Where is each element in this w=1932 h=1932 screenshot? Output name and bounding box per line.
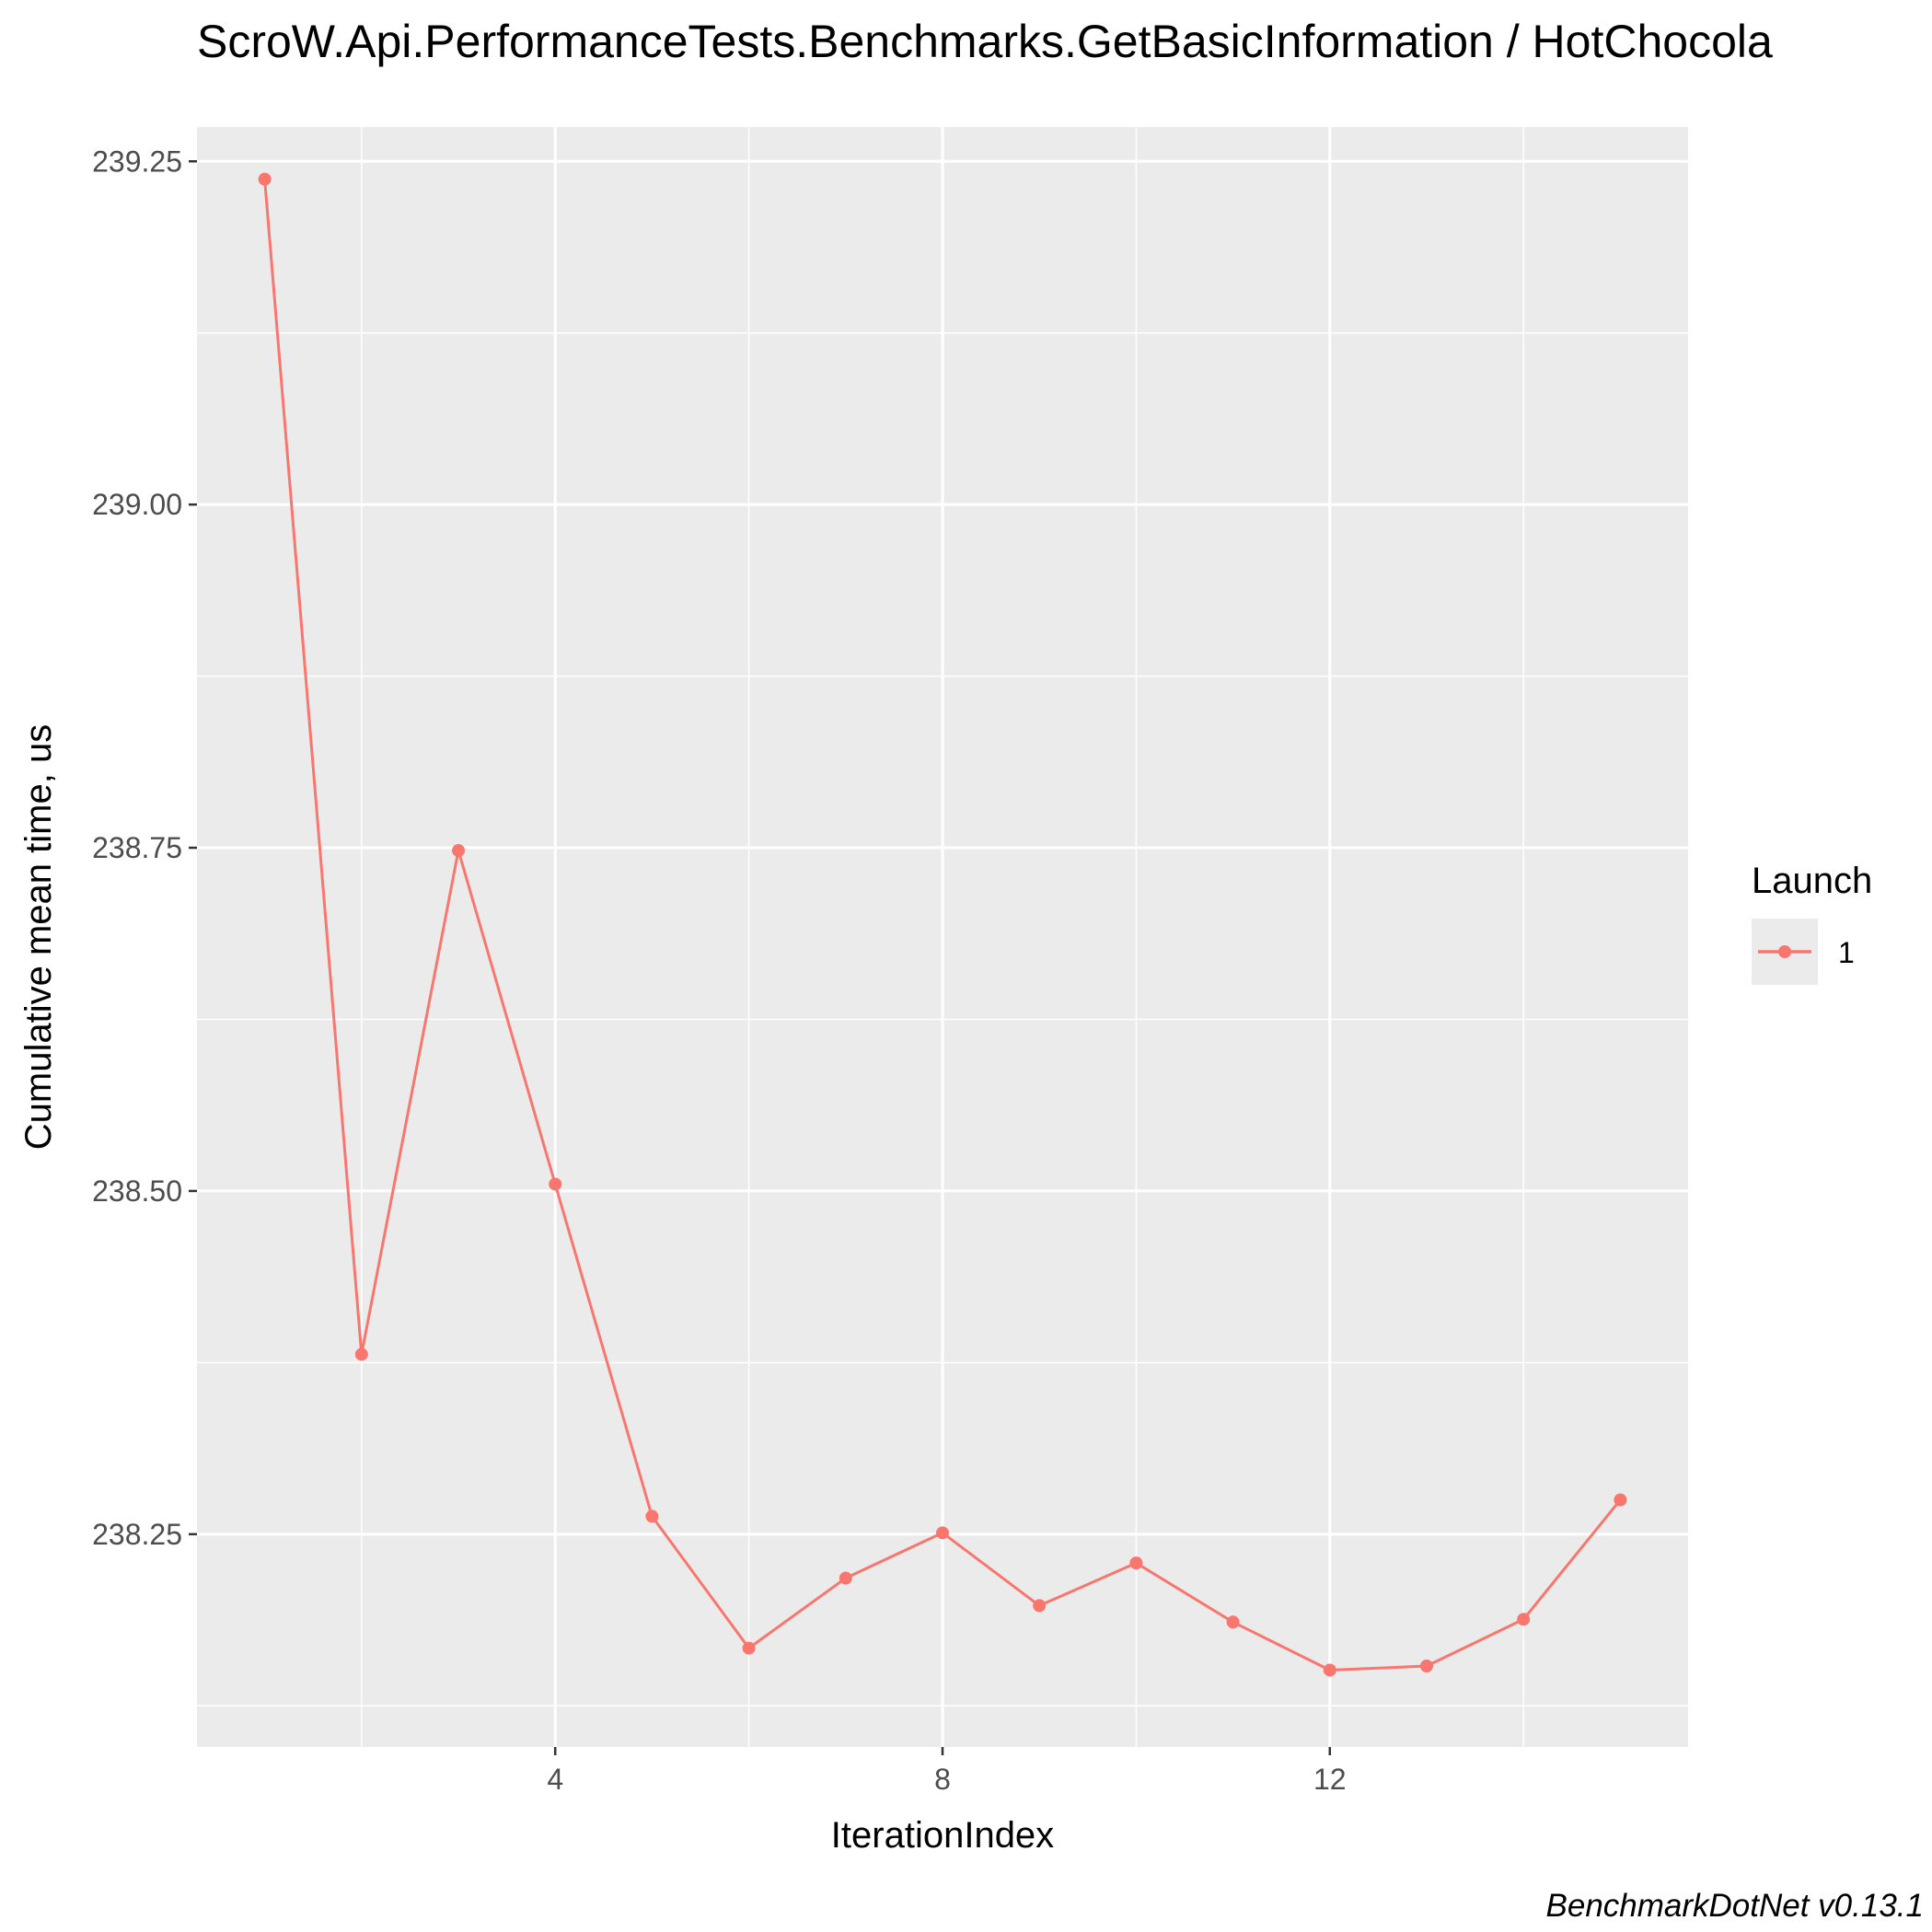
y-axis: 238.25 238.50 238.75 239.00 239.25 <box>92 145 197 1551</box>
legend-label-series-1: 1 <box>1838 936 1855 969</box>
caption: BenchmarkDotNet v0.13.1 <box>1546 1888 1924 1924</box>
data-point <box>1323 1663 1336 1677</box>
y-tick-label: 238.25 <box>92 1518 182 1551</box>
data-point <box>645 1510 659 1523</box>
data-point <box>354 1348 368 1361</box>
y-tick-label: 238.50 <box>92 1174 182 1208</box>
data-point <box>839 1571 852 1585</box>
y-tick-label: 239.00 <box>92 488 182 521</box>
data-point <box>1226 1615 1240 1629</box>
legend: Launch 1 <box>1752 861 1872 985</box>
data-point <box>258 172 272 186</box>
x-tick-label: 8 <box>934 1763 951 1796</box>
x-axis-title: IterationIndex <box>831 1815 1054 1856</box>
data-point <box>936 1526 949 1540</box>
x-axis: 4 8 12 <box>547 1747 1347 1796</box>
data-point <box>1419 1660 1433 1672</box>
grid-major-x <box>553 127 1332 1747</box>
data-point <box>1614 1493 1627 1507</box>
grid-minor-x <box>361 127 1524 1747</box>
x-tick-label: 12 <box>1313 1763 1347 1796</box>
data-point <box>742 1641 756 1655</box>
data-point <box>1033 1599 1047 1613</box>
data-point <box>1517 1613 1531 1626</box>
data-point <box>549 1177 562 1191</box>
legend-title: Launch <box>1752 861 1872 901</box>
x-tick-label: 4 <box>547 1763 563 1796</box>
y-tick-label: 239.25 <box>92 145 182 178</box>
y-axis-title: Cumulative mean time, us <box>18 724 59 1150</box>
data-point <box>1129 1556 1143 1570</box>
series-layer <box>258 172 1627 1677</box>
legend-key-point <box>1778 945 1791 958</box>
data-point <box>452 844 466 858</box>
chart-title: ScroW.Api.PerformanceTests.Benchmarks.Ge… <box>197 16 1773 67</box>
y-tick-label: 238.75 <box>92 831 182 864</box>
